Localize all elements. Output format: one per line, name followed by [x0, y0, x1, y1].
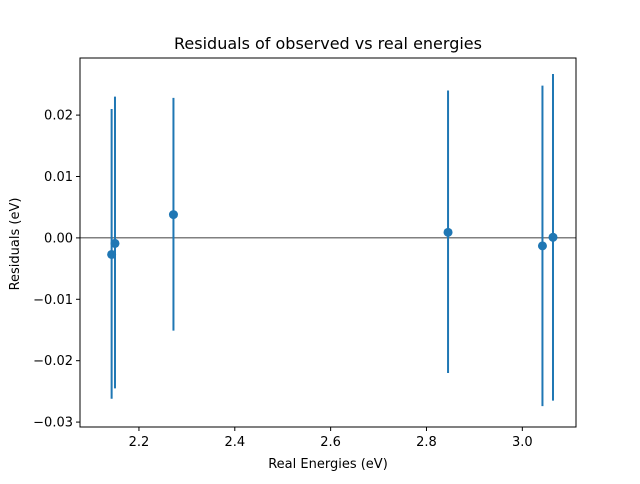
y-tick-label: 0.00 [44, 231, 73, 246]
x-tick-label: 3.0 [512, 435, 533, 450]
data-point-4 [443, 227, 453, 237]
plot-area: 2.2 2.4 2.6 2.8 3.0 −0.03 −0.02 −0.01 0.00 0.01 0.… [33, 57, 577, 450]
data-point-1 [107, 249, 117, 259]
data-point-5 [537, 241, 547, 251]
y-tick-label: 0.01 [44, 170, 73, 185]
y-axis-label: Residuals (eV) [8, 198, 23, 291]
x-tick-label: 2.2 [129, 435, 150, 450]
data-point-3 [168, 210, 178, 220]
x-axis-label: Real Energies (eV) [268, 457, 388, 472]
x-tick-label: 2.4 [224, 435, 245, 450]
axes-frame [79, 57, 577, 428]
y-tick-label: −0.01 [33, 293, 73, 308]
y-tick-label: −0.02 [33, 354, 73, 369]
data-point-6 [548, 232, 558, 242]
data-point-2 [110, 238, 120, 248]
y-tick-label: −0.03 [33, 416, 73, 431]
y-tick-label: 0.02 [44, 109, 73, 124]
x-tick-label: 2.8 [416, 435, 437, 450]
x-tick-label: 2.6 [320, 435, 341, 450]
chart-title: Residuals of observed vs real energies [174, 34, 482, 53]
